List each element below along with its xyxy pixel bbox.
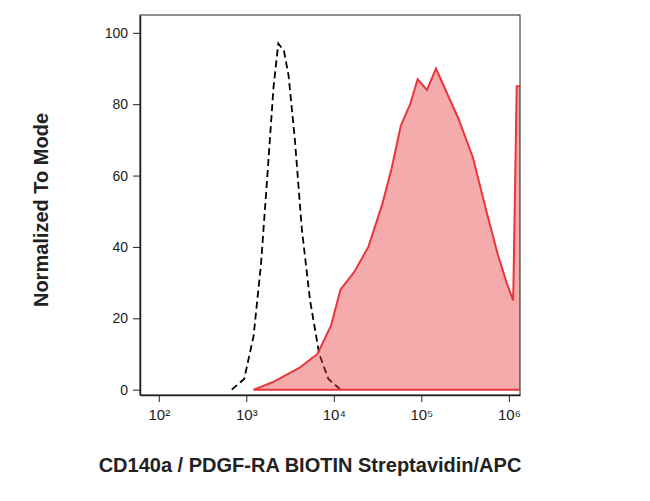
x-tick: 10²: [148, 395, 170, 423]
y-tick: 0: [120, 382, 140, 398]
y-tick-label: 20: [112, 310, 128, 326]
x-tick-label: 10⁶: [498, 406, 521, 423]
y-tick: 80: [112, 96, 140, 112]
x-axis-title: CD140a / PDGF-RA BIOTIN Streptavidin/APC: [99, 454, 522, 476]
y-tick-mark: [133, 318, 140, 319]
y-tick-label: 0: [120, 382, 128, 398]
y-tick-mark: [133, 104, 140, 105]
x-axis: 10² 10³ 10⁴ 10⁵ 10⁶: [141, 395, 521, 423]
y-tick-label: 100: [105, 25, 129, 41]
x-tick-label: 10⁵: [410, 406, 433, 423]
x-tick-label: 10³: [236, 406, 258, 423]
x-tick-mark: [159, 395, 160, 402]
x-tick-mark: [509, 395, 510, 402]
x-tick-mark: [421, 395, 422, 402]
y-axis-title: Normalized To Mode: [30, 113, 52, 307]
y-tick-mark: [133, 390, 140, 391]
plot-frame: [140, 15, 520, 395]
x-tick: 10⁵: [410, 395, 433, 423]
y-tick: 60: [112, 168, 140, 184]
y-tick-mark: [133, 33, 140, 34]
x-tick-label: 10²: [148, 406, 170, 423]
chart: 10² 10³ 10⁴ 10⁵ 10⁶ 0 20 40 60 80 100 CD140a / PDGF…: [0, 0, 650, 501]
x-tick-label: 10⁴: [323, 406, 346, 423]
y-tick: 100: [105, 25, 140, 41]
y-tick-mark: [133, 176, 140, 177]
x-axis-line: [141, 395, 521, 397]
y-tick-mark: [133, 247, 140, 248]
marks: [232, 44, 520, 390]
x-tick: 10⁴: [323, 395, 346, 423]
area-series: [254, 69, 520, 390]
y-axis-line: [140, 16, 142, 396]
x-tick-mark: [334, 395, 335, 402]
x-tick: 10³: [236, 395, 258, 423]
y-tick-label: 60: [112, 168, 128, 184]
y-axis: 0 20 40 60 80 100: [105, 16, 141, 398]
x-tick: 10⁶: [498, 395, 521, 423]
y-tick: 40: [112, 239, 140, 255]
y-tick: 20: [112, 310, 140, 326]
y-tick-label: 80: [112, 96, 128, 112]
y-tick-label: 40: [112, 239, 128, 255]
x-tick-mark: [246, 395, 247, 402]
